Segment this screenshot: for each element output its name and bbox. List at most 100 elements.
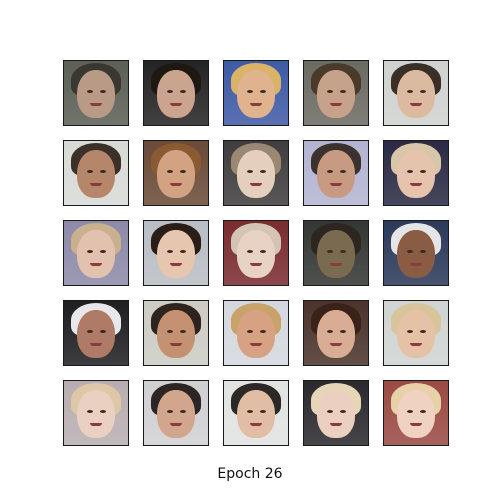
face-eye-right (179, 250, 186, 254)
face-mouth (410, 343, 422, 347)
face-eye-right (259, 90, 266, 94)
face-eye-right (419, 90, 426, 94)
face-mouth (330, 103, 342, 107)
face-skin (157, 150, 195, 199)
face-eye-right (339, 250, 346, 254)
face-eye-left (247, 410, 254, 414)
face-eye-right (259, 330, 266, 334)
face-mouth (410, 183, 422, 187)
face-mouth (330, 423, 342, 427)
face-eye-left (87, 330, 94, 334)
face-skin (397, 310, 435, 359)
face-mouth (90, 343, 102, 347)
face-skin (317, 310, 355, 359)
face-mouth (410, 103, 422, 107)
generated-face-tile (303, 380, 369, 446)
face-skin (157, 70, 195, 119)
face-eye-right (339, 330, 346, 334)
face-skin (77, 390, 115, 439)
face-mouth (410, 263, 422, 267)
face-mouth (330, 263, 342, 267)
face-eye-left (407, 250, 414, 254)
face-skin (237, 70, 275, 119)
face-eye-right (339, 410, 346, 414)
face-eye-right (99, 250, 106, 254)
face-eye-left (167, 410, 174, 414)
face-eye-left (167, 330, 174, 334)
face-eye-left (327, 330, 334, 334)
face-eye-right (419, 250, 426, 254)
face-skin (157, 310, 195, 359)
face-skin (157, 390, 195, 439)
face-eye-left (247, 250, 254, 254)
face-eye-left (167, 90, 174, 94)
face-eye-left (407, 330, 414, 334)
generated-face-tile (303, 140, 369, 206)
face-eye-right (259, 170, 266, 174)
face-mouth (170, 103, 182, 107)
face-skin (317, 150, 355, 199)
generated-face-tile (383, 220, 449, 286)
generated-face-tile (383, 380, 449, 446)
face-eye-right (99, 90, 106, 94)
face-skin (397, 150, 435, 199)
face-skin (317, 70, 355, 119)
face-skin (77, 230, 115, 279)
face-eye-right (99, 410, 106, 414)
generated-face-tile (143, 380, 209, 446)
generated-face-tile (223, 300, 289, 366)
face-mouth (250, 183, 262, 187)
face-eye-right (259, 410, 266, 414)
face-eye-left (407, 170, 414, 174)
face-eye-left (87, 250, 94, 254)
face-mouth (170, 343, 182, 347)
face-eye-right (179, 410, 186, 414)
generated-face-tile (143, 60, 209, 126)
face-eye-right (419, 410, 426, 414)
face-eye-left (327, 90, 334, 94)
face-mouth (250, 423, 262, 427)
face-mouth (170, 263, 182, 267)
face-mouth (250, 263, 262, 267)
generated-face-tile (383, 300, 449, 366)
face-eye-left (247, 170, 254, 174)
generated-face-tile (383, 60, 449, 126)
face-eye-left (247, 90, 254, 94)
face-mouth (90, 263, 102, 267)
face-eye-left (167, 250, 174, 254)
face-mouth (330, 183, 342, 187)
generated-face-tile (63, 220, 129, 286)
face-mouth (170, 423, 182, 427)
face-eye-left (407, 90, 414, 94)
generated-face-tile (223, 380, 289, 446)
face-eye-left (87, 90, 94, 94)
generated-face-tile (143, 140, 209, 206)
face-mouth (170, 183, 182, 187)
face-eye-right (179, 90, 186, 94)
face-eye-right (179, 170, 186, 174)
generated-face-tile (223, 220, 289, 286)
face-mouth (90, 183, 102, 187)
face-eye-right (179, 330, 186, 334)
generated-face-tile (223, 140, 289, 206)
face-eye-left (87, 170, 94, 174)
face-skin (237, 230, 275, 279)
face-skin (77, 150, 115, 199)
face-eye-left (247, 330, 254, 334)
face-skin (397, 390, 435, 439)
face-eye-right (339, 90, 346, 94)
generated-face-tile (63, 300, 129, 366)
face-eye-left (407, 410, 414, 414)
face-mouth (90, 423, 102, 427)
face-mouth (330, 343, 342, 347)
generated-face-tile (143, 220, 209, 286)
generated-face-tile (223, 60, 289, 126)
generated-face-tile (303, 300, 369, 366)
generated-face-tile (63, 60, 129, 126)
face-mouth (250, 103, 262, 107)
face-mouth (250, 343, 262, 347)
sample-image-grid (63, 60, 449, 446)
face-skin (237, 310, 275, 359)
generated-face-tile (143, 300, 209, 366)
face-eye-left (327, 250, 334, 254)
